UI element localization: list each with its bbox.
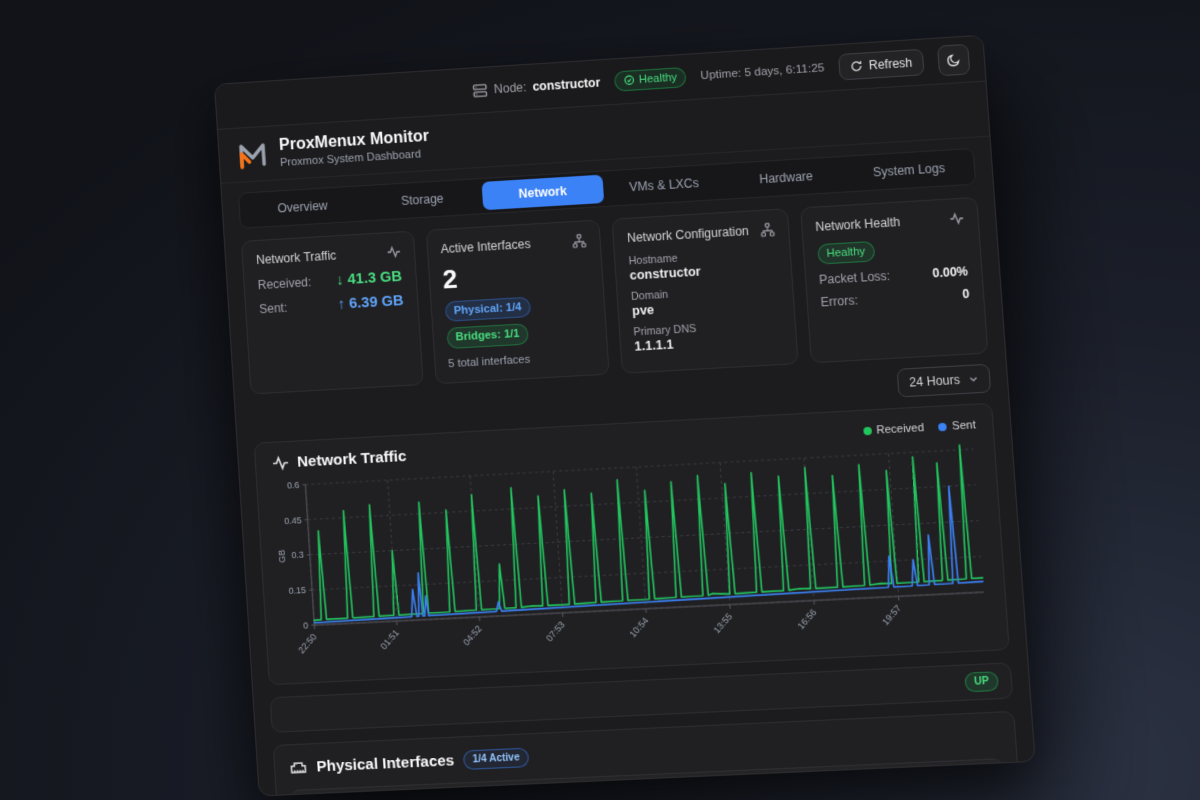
theme-toggle-button[interactable] — [937, 43, 971, 77]
sent-label: Sent: — [258, 300, 288, 317]
tab-overview[interactable]: Overview — [277, 198, 329, 216]
health-status-badge: Healthy — [613, 66, 687, 92]
bridges-count-badge: Bridges: 1/1 — [445, 323, 530, 349]
branding: ProxMenux Monitor Proxmox System Dashboa… — [217, 81, 990, 185]
svg-text:0.3: 0.3 — [291, 550, 304, 561]
network-nodes-icon — [572, 234, 587, 249]
physical-interfaces-title: Physical Interfaces — [315, 751, 455, 776]
check-circle-icon — [623, 75, 635, 87]
chevron-down-icon — [968, 373, 979, 384]
refresh-icon — [850, 60, 863, 73]
network-health-card: Network Health Healthy Packet Loss: 0.00… — [799, 197, 989, 364]
errors-label: Errors: — [820, 293, 859, 311]
network-traffic-card: Network Traffic Received: ↓ 41.3 GB Sent… — [240, 230, 424, 395]
dashboard-window: Node: constructor Healthy Uptime: 5 days… — [214, 34, 1036, 797]
proxmenux-logo — [235, 138, 271, 170]
node-label: Node: — [493, 80, 527, 97]
server-icon — [472, 82, 488, 98]
svg-text:0: 0 — [303, 620, 309, 630]
node-info: Node: constructor — [472, 75, 601, 98]
svg-text:10:54: 10:54 — [628, 615, 651, 639]
activity-icon — [386, 245, 401, 260]
errors-value: 0 — [962, 287, 971, 302]
svg-text:19:57: 19:57 — [880, 603, 903, 627]
chart-title: Network Traffic — [296, 447, 407, 471]
svg-text:0.15: 0.15 — [288, 585, 306, 596]
tab-storage[interactable]: Storage — [400, 191, 444, 209]
svg-text:04:52: 04:52 — [461, 623, 484, 647]
svg-text:01:51: 01:51 — [378, 627, 401, 651]
tab-vms-lxcs[interactable]: VMs & LXCs — [628, 176, 700, 195]
received-value: ↓ 41.3 GB — [335, 268, 403, 289]
up-status-badge: UP — [964, 670, 1000, 693]
network-configuration-card: Network Configuration Hostname construct… — [611, 208, 799, 374]
time-range-select[interactable]: 24 Hours — [896, 363, 992, 398]
svg-text:GB: GB — [276, 549, 287, 563]
interface-type-badge: Physical — [383, 795, 444, 797]
svg-text:22:50: 22:50 — [296, 631, 318, 655]
activity-icon — [949, 211, 965, 226]
legend-dot-sent — [938, 422, 948, 432]
svg-text:13:55: 13:55 — [711, 611, 734, 635]
svg-text:16:56: 16:56 — [795, 607, 818, 631]
total-interfaces-note: 5 total interfaces — [447, 353, 531, 371]
active-interfaces-card: Active Interfaces 2 Physical: 1/4 Bridge… — [425, 219, 610, 385]
svg-text:0.45: 0.45 — [284, 515, 302, 526]
active-interfaces-count: 2 — [441, 263, 459, 295]
svg-text:0.6: 0.6 — [287, 480, 300, 491]
sent-value: ↑ 6.39 GB — [337, 293, 405, 314]
physical-count-badge: Physical: 1/4 — [444, 296, 532, 323]
uptime-text: Uptime: 5 days, 6:11:25 — [700, 62, 825, 83]
legend-item-sent: Sent — [938, 419, 976, 433]
time-range-value: 24 Hours — [908, 372, 961, 390]
stat-cards-row: Network Traffic Received: ↓ 41.3 GB Sent… — [240, 197, 989, 395]
tab-system-logs[interactable]: System Logs — [872, 161, 946, 180]
active-count-badge: 1/4 Active — [462, 747, 530, 770]
chart-legend: Received Sent — [862, 419, 976, 438]
legend-item-received: Received — [862, 422, 925, 438]
card-title: Network Health — [814, 215, 901, 235]
card-title: Network Traffic — [255, 248, 337, 268]
node-value: constructor — [532, 75, 601, 94]
tab-hardware[interactable]: Hardware — [758, 169, 814, 187]
card-title: Active Interfaces — [440, 236, 532, 257]
refresh-button[interactable]: Refresh — [837, 48, 925, 81]
ethernet-icon — [289, 758, 308, 777]
network-traffic-chart-card: Network Traffic Received Sent 0 0.15 0.3 0.… — [253, 402, 1010, 686]
received-label: Received: — [257, 275, 312, 293]
moon-icon — [946, 52, 962, 67]
svg-text:07:53: 07:53 — [544, 619, 567, 643]
packet-loss-value: 0.00% — [931, 264, 969, 282]
activity-icon — [272, 454, 290, 472]
legend-dot-received — [862, 427, 872, 436]
traffic-line-chart: 0 0.15 0.3 0.45 0.6 22:50 01:51 04:52 07:53 10:54… — [276, 440, 996, 655]
card-title: Network Configuration — [626, 224, 750, 246]
health-badge: Healthy — [816, 241, 876, 266]
tab-network[interactable]: Network — [481, 174, 605, 211]
packet-loss-label: Packet Loss: — [818, 269, 891, 288]
network-tree-icon — [759, 223, 774, 238]
